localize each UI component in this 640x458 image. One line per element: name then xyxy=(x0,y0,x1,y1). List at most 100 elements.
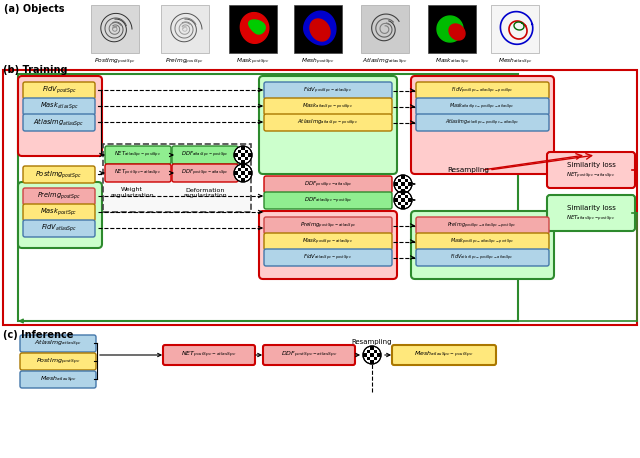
FancyBboxPatch shape xyxy=(416,114,549,131)
FancyBboxPatch shape xyxy=(264,249,392,266)
Text: $NET_{postSpc-atlasSpc}$: $NET_{postSpc-atlasSpc}$ xyxy=(566,171,616,181)
FancyBboxPatch shape xyxy=(23,204,95,221)
FancyBboxPatch shape xyxy=(416,217,549,234)
Text: $AtlasImg_{atlasSpc}$: $AtlasImg_{atlasSpc}$ xyxy=(33,116,84,129)
Bar xyxy=(397,179,401,182)
Bar xyxy=(91,5,139,53)
Text: $DDF_{atlasSpc-postSpc}$: $DDF_{atlasSpc-postSpc}$ xyxy=(303,196,353,206)
Bar xyxy=(394,182,397,186)
Text: (c) Inference: (c) Inference xyxy=(3,330,74,340)
FancyBboxPatch shape xyxy=(392,345,496,365)
Polygon shape xyxy=(241,13,269,44)
FancyBboxPatch shape xyxy=(105,164,171,182)
Text: $PreImg_{postSpc}$: $PreImg_{postSpc}$ xyxy=(37,191,81,202)
FancyBboxPatch shape xyxy=(264,217,392,234)
FancyBboxPatch shape xyxy=(172,164,238,182)
Text: $Mesh_{atlasSpc-postSpc}$: $Mesh_{atlasSpc-postSpc}$ xyxy=(414,350,474,360)
Bar xyxy=(401,198,405,202)
Text: $AtlasImg_{atlasSpc}$: $AtlasImg_{atlasSpc}$ xyxy=(34,338,82,349)
Text: Similarity loss: Similarity loss xyxy=(566,162,616,168)
Circle shape xyxy=(394,191,412,209)
Bar xyxy=(374,357,378,360)
Polygon shape xyxy=(249,20,265,34)
FancyBboxPatch shape xyxy=(547,152,635,188)
Text: $Mask_{postSpc-atlasSpc}$: $Mask_{postSpc-atlasSpc}$ xyxy=(302,236,354,246)
FancyBboxPatch shape xyxy=(411,211,554,279)
Bar xyxy=(401,182,405,186)
Polygon shape xyxy=(449,24,465,40)
Text: Deformation: Deformation xyxy=(186,187,225,192)
FancyBboxPatch shape xyxy=(18,182,102,248)
Text: $NET_{postSpc-atlasSpc}$: $NET_{postSpc-atlasSpc}$ xyxy=(115,168,161,178)
Circle shape xyxy=(394,175,412,193)
Text: $FidV_{postSpc}$: $FidV_{postSpc}$ xyxy=(42,85,76,96)
Text: $DDF_{atlasSpc-postSpc}$: $DDF_{atlasSpc-postSpc}$ xyxy=(181,150,229,160)
Bar xyxy=(18,74,518,321)
Text: Weight: Weight xyxy=(121,187,143,192)
Bar xyxy=(248,153,252,157)
Bar xyxy=(378,353,381,357)
Text: $AtlasImg_{atlasSpc}$: $AtlasImg_{atlasSpc}$ xyxy=(362,57,408,67)
Text: $Mask_{atlasSpc}$: $Mask_{atlasSpc}$ xyxy=(435,57,469,67)
Bar xyxy=(103,144,251,212)
Bar xyxy=(241,164,244,168)
Bar xyxy=(237,175,241,179)
Bar xyxy=(397,202,401,205)
Bar xyxy=(237,168,241,171)
Bar xyxy=(401,205,405,209)
FancyBboxPatch shape xyxy=(23,114,95,131)
Text: $Mask_{postSpc-atlasSpc-postSpc}$: $Mask_{postSpc-atlasSpc-postSpc}$ xyxy=(450,236,515,246)
Text: (b) Training: (b) Training xyxy=(3,65,67,75)
Bar xyxy=(370,353,374,357)
Bar xyxy=(248,171,252,175)
Text: $PreImg_{postSpc-atlasSpc}$: $PreImg_{postSpc-atlasSpc}$ xyxy=(300,220,356,230)
Text: $FidV_{atlasSpc}$: $FidV_{atlasSpc}$ xyxy=(41,223,77,234)
Bar xyxy=(241,171,244,175)
Bar xyxy=(241,160,244,164)
Bar xyxy=(401,190,405,193)
Text: $Mask_{atlasSpc-postSpc-atlasSpc}$: $Mask_{atlasSpc-postSpc-atlasSpc}$ xyxy=(449,101,515,112)
Bar xyxy=(161,5,209,53)
Bar xyxy=(237,157,241,160)
FancyBboxPatch shape xyxy=(416,82,549,99)
FancyBboxPatch shape xyxy=(20,371,96,388)
FancyBboxPatch shape xyxy=(105,146,171,164)
FancyBboxPatch shape xyxy=(172,146,238,164)
Polygon shape xyxy=(304,11,336,45)
Bar xyxy=(394,198,397,202)
Circle shape xyxy=(234,164,252,182)
FancyBboxPatch shape xyxy=(416,98,549,115)
Text: $AtlasImg_{atlasSpc-postSpc}$: $AtlasImg_{atlasSpc-postSpc}$ xyxy=(298,117,358,128)
Text: $PostImg_{postSpc}$: $PostImg_{postSpc}$ xyxy=(36,356,80,366)
Text: $NET_{postSpc-atlasSpc}$: $NET_{postSpc-atlasSpc}$ xyxy=(181,350,237,360)
Circle shape xyxy=(234,146,252,164)
FancyBboxPatch shape xyxy=(264,233,392,250)
Bar xyxy=(397,186,401,190)
Text: regularization: regularization xyxy=(110,193,154,198)
FancyBboxPatch shape xyxy=(163,345,255,365)
Bar xyxy=(370,346,374,349)
Bar xyxy=(428,5,476,53)
FancyBboxPatch shape xyxy=(18,76,102,156)
Bar xyxy=(229,5,277,53)
Bar xyxy=(294,5,342,53)
FancyBboxPatch shape xyxy=(20,353,96,370)
Bar xyxy=(405,179,408,182)
FancyBboxPatch shape xyxy=(23,188,95,205)
FancyBboxPatch shape xyxy=(547,195,635,231)
Text: (a) Objects: (a) Objects xyxy=(4,4,65,14)
Bar xyxy=(234,171,237,175)
Text: $PostImg_{postSpc}$: $PostImg_{postSpc}$ xyxy=(94,57,136,67)
FancyBboxPatch shape xyxy=(416,249,549,266)
Bar xyxy=(405,202,408,205)
Bar xyxy=(241,179,244,182)
Polygon shape xyxy=(310,19,330,41)
Bar xyxy=(237,150,241,153)
Bar xyxy=(370,360,374,364)
Text: $FidV_{postSpc-atlasSpc-postSpc}$: $FidV_{postSpc-atlasSpc-postSpc}$ xyxy=(451,85,513,96)
Text: $NET_{atlasSpc-postSpc}$: $NET_{atlasSpc-postSpc}$ xyxy=(115,150,161,160)
Text: $Mesh_{atlasSpc}$: $Mesh_{atlasSpc}$ xyxy=(497,57,532,67)
Bar xyxy=(241,153,244,157)
Bar xyxy=(367,349,370,353)
Text: $PostImg_{postSpc}$: $PostImg_{postSpc}$ xyxy=(35,168,83,181)
